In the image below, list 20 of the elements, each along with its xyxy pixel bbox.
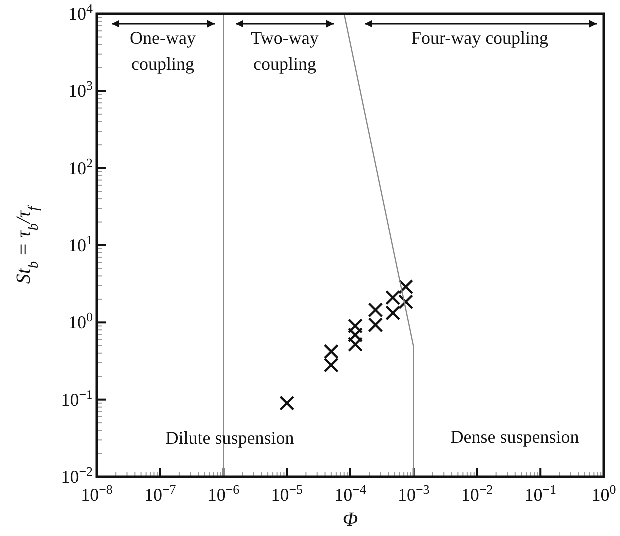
x-tick-label: 10$^{−1}$ <box>524 482 557 505</box>
annotation: Two-way coupling <box>251 28 319 74</box>
y-tick-label: 10$^{4}$ <box>68 0 94 24</box>
x-tick-label: 10$^{−2}$ <box>461 482 494 505</box>
x-tick-label: 10$^{0}$ <box>592 482 616 505</box>
y-tick-label: 10$^{−1}$ <box>61 386 93 410</box>
x-tick-label: 10$^{−3}$ <box>398 482 430 505</box>
y-tick-label: 10$^{3}$ <box>68 78 93 102</box>
y-tick-label: 10$^{0}$ <box>68 309 93 333</box>
x-tick-label: 10$^{−4}$ <box>334 482 367 505</box>
x-axis-title: Φ <box>342 509 358 531</box>
x-tick-label: 10$^{−6}$ <box>208 482 240 505</box>
y-tick-label: 10$^{1}$ <box>68 232 93 256</box>
annotation: One-way coupling <box>130 28 196 74</box>
annotation: Four-way coupling <box>411 28 549 48</box>
x-tick-label: 10$^{−7}$ <box>144 482 177 505</box>
annotation: Dense suspension <box>450 427 580 447</box>
x-tick-label: 10$^{−5}$ <box>271 482 304 505</box>
annotation: Dilute suspension <box>166 428 294 448</box>
y-tick-label: 10$^{2}$ <box>68 154 93 178</box>
